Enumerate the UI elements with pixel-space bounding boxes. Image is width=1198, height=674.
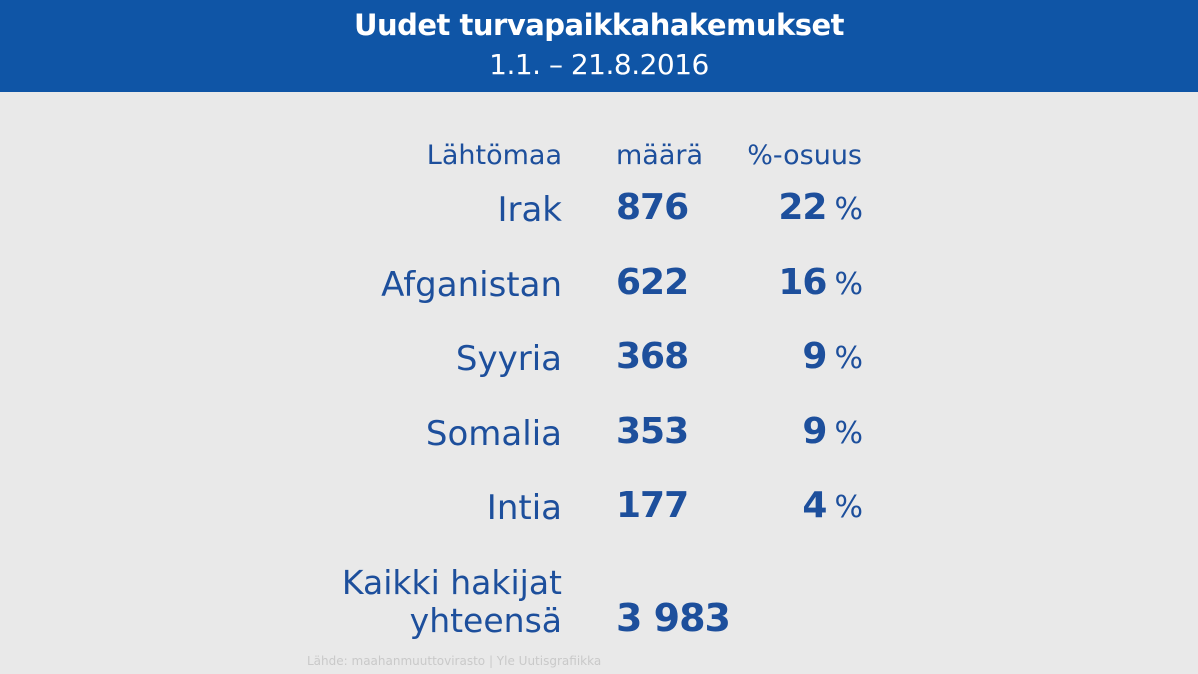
- source-credit: Lähde: maahanmuuttovirasto | Yle Uutisgr…: [307, 654, 602, 668]
- share-value: 16: [778, 262, 827, 303]
- total-label: Kaikki hakijat yhteensä: [342, 564, 562, 640]
- share-value: 4: [802, 485, 827, 526]
- chart-title: Uudet turvapaikkahakemukset: [353, 8, 845, 42]
- chart-subtitle: 1.1. – 21.8.2016: [489, 48, 709, 81]
- total-label-line1: Kaikki hakijat: [341, 563, 562, 602]
- header-banner: Uudet turvapaikkahakemukset 1.1. – 21.8.…: [0, 0, 1198, 92]
- table-row-share: 16%: [778, 262, 863, 303]
- percent-sign: %: [834, 192, 862, 227]
- table-row-count: 622: [616, 262, 689, 303]
- table-row-share: 9%: [802, 336, 863, 377]
- table-row-share: 9%: [802, 411, 863, 452]
- table-row-country: Irak: [497, 190, 562, 230]
- share-value: 9: [802, 411, 827, 452]
- table-row-count: 876: [616, 187, 689, 228]
- total-label-line2: yhteensä: [409, 601, 562, 640]
- table-row-count: 353: [616, 411, 689, 452]
- table-row-share: 4%: [802, 485, 863, 526]
- percent-sign: %: [834, 416, 862, 451]
- column-header-country: Lähtömaa: [426, 140, 562, 171]
- percent-sign: %: [834, 267, 862, 302]
- table-row-country: Afganistan: [381, 265, 562, 305]
- column-header-count: määrä: [616, 140, 704, 171]
- percent-sign: %: [834, 490, 862, 525]
- table-row-country: Intia: [486, 488, 562, 528]
- column-header-share: %-osuus: [747, 140, 862, 171]
- table-row-count: 368: [616, 336, 689, 377]
- table-row-country: Somalia: [425, 414, 562, 454]
- share-value: 22: [778, 187, 827, 228]
- table-row-count: 177: [616, 485, 689, 526]
- table-row-country: Syyria: [455, 339, 562, 379]
- table-row-share: 22%: [778, 187, 863, 228]
- total-value: 3 983: [616, 596, 731, 640]
- share-value: 9: [802, 336, 827, 377]
- percent-sign: %: [834, 341, 862, 376]
